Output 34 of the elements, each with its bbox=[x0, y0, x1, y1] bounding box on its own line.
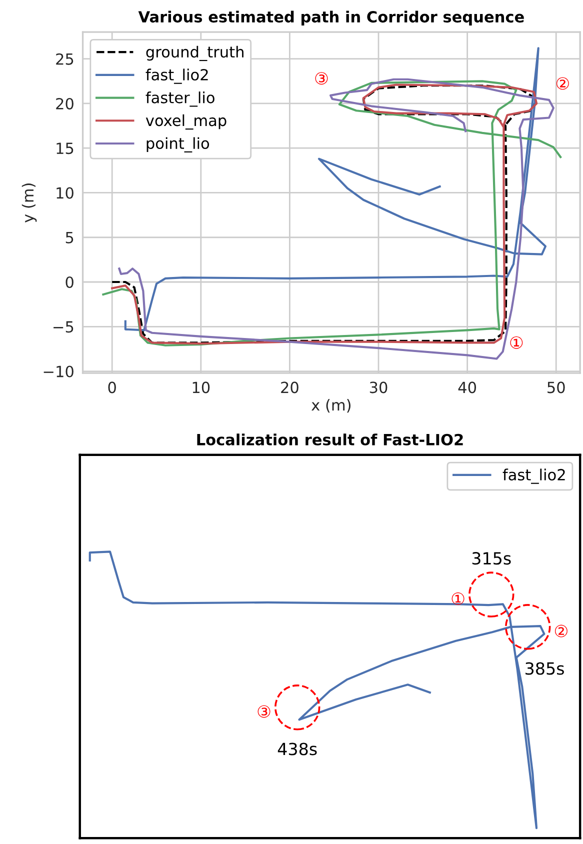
annotation: ① bbox=[510, 336, 523, 349]
y-axis-title: y (m) bbox=[22, 184, 37, 222]
x-tick-label: 50 bbox=[548, 382, 565, 394]
text: ② bbox=[554, 624, 568, 638]
y-tick-label: 5 bbox=[66, 232, 74, 244]
text: 315s bbox=[472, 552, 511, 565]
x-tick-label: 10 bbox=[192, 382, 210, 394]
annotation: ② bbox=[556, 77, 569, 90]
text: 385s bbox=[526, 662, 564, 675]
legend-label: faster_lio bbox=[146, 92, 214, 107]
y-tick-label: 25 bbox=[56, 53, 74, 65]
x-tick-label: 0 bbox=[108, 382, 116, 394]
y-tick-label: 10 bbox=[56, 187, 74, 199]
x-tick-label: 30 bbox=[370, 382, 388, 394]
x-tick-label: 40 bbox=[458, 382, 476, 394]
y-tick-label: 20 bbox=[56, 98, 74, 110]
legend-label: point_lio bbox=[146, 137, 210, 152]
text: Localization result of Fast-LIO2 bbox=[197, 434, 463, 446]
text: ① bbox=[452, 592, 464, 605]
legend-label: ground_truth bbox=[146, 46, 244, 62]
text: ③ bbox=[258, 705, 270, 718]
text: fast_lio2 bbox=[502, 468, 565, 484]
x-axis-title: x (m) bbox=[312, 398, 350, 413]
y-tick-label: 15 bbox=[56, 142, 74, 154]
y-tick-label: −5 bbox=[54, 321, 74, 333]
annotation: ③ bbox=[315, 72, 328, 85]
text: 438s bbox=[278, 742, 317, 756]
chart-title: Various estimated path in Corridor sequence bbox=[138, 10, 524, 26]
y-tick-label: 0 bbox=[66, 276, 74, 288]
y-tick-label: −10 bbox=[44, 366, 74, 378]
x-tick-label: 20 bbox=[281, 382, 298, 394]
legend-label: fast_lio2 bbox=[146, 68, 208, 84]
line-series bbox=[124, 47, 546, 332]
legend-label: voxel_map bbox=[146, 114, 226, 130]
